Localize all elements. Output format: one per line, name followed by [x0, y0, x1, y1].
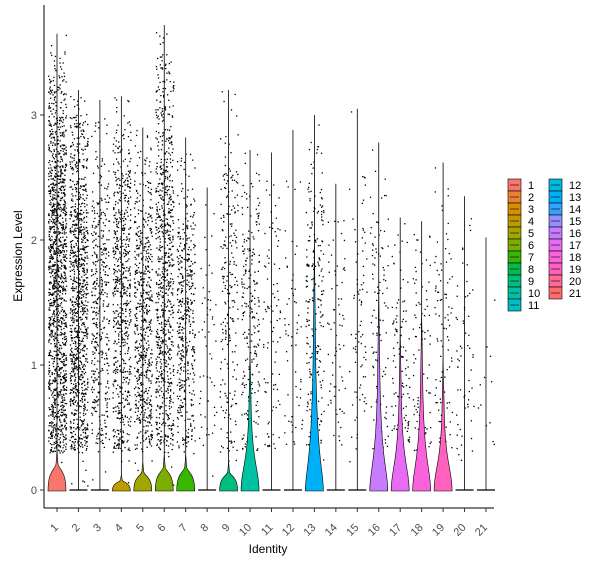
axes-layer	[43, 5, 494, 509]
y-ticks: 0 1 2 3	[31, 110, 44, 497]
points-21	[477, 299, 496, 446]
x-tick-label-3: 3	[91, 522, 104, 535]
x-tick-label-12: 12	[280, 522, 297, 539]
points-18	[412, 233, 432, 452]
x-tick-label-7: 7	[177, 522, 190, 535]
x-tick-label-11: 11	[259, 522, 276, 539]
legend-label-17: 17	[569, 240, 581, 252]
points-2	[69, 95, 89, 487]
violins-layer	[47, 25, 495, 492]
legend-label-20: 20	[569, 276, 581, 288]
points-11	[262, 180, 282, 450]
violin-18	[412, 314, 431, 492]
legend-label-12: 12	[569, 180, 581, 192]
points-8	[198, 204, 218, 477]
violin-1	[47, 449, 67, 492]
legend-label-4: 4	[528, 216, 534, 228]
points-19	[434, 167, 454, 456]
violin-9	[219, 462, 238, 492]
points-6	[155, 32, 175, 486]
violin-4	[112, 474, 131, 492]
legend-label-5: 5	[528, 228, 534, 240]
points-17	[391, 223, 411, 489]
x-tick-label-2: 2	[70, 522, 83, 535]
points-9	[219, 91, 239, 484]
legend-label-21: 21	[569, 288, 581, 300]
legend-label-19: 19	[569, 264, 581, 276]
legend-label-13: 13	[569, 192, 581, 204]
legend-label-2: 2	[528, 192, 534, 204]
legend-label-1: 1	[528, 180, 534, 192]
points-20	[455, 218, 475, 462]
violin-10	[240, 352, 260, 492]
x-tick-label-14: 14	[323, 522, 340, 539]
x-tick-label-5: 5	[134, 522, 147, 535]
x-tick-label-13: 13	[301, 522, 318, 539]
legend-label-9: 9	[528, 276, 534, 288]
x-tick-label-15: 15	[344, 522, 361, 539]
points-7	[176, 153, 196, 482]
y-tick-label-0: 0	[31, 485, 37, 497]
points-1	[48, 34, 68, 481]
violin-13	[305, 246, 324, 492]
y-axis-title: Expression Level	[11, 210, 25, 301]
x-axis-title: Identity	[249, 542, 288, 556]
y-tick-label-1: 1	[31, 360, 37, 372]
x-tick-label-16: 16	[366, 522, 383, 539]
points-15	[349, 111, 368, 463]
points-14	[327, 219, 346, 446]
x-tick-label-4: 4	[113, 522, 126, 535]
legend-label-14: 14	[569, 204, 581, 216]
x-tick-label-21: 21	[473, 522, 490, 539]
points-12	[284, 180, 304, 446]
points-4	[112, 97, 132, 484]
x-tick-label-6: 6	[156, 522, 169, 535]
violin-19	[433, 358, 453, 492]
legend-label-10: 10	[528, 288, 540, 300]
x-tick-label-19: 19	[430, 522, 447, 539]
points-5	[133, 129, 154, 488]
violin-16	[369, 296, 389, 492]
x-tick-label-18: 18	[409, 522, 426, 539]
y-tick-label-2: 2	[31, 235, 37, 247]
legend-label-16: 16	[569, 228, 581, 240]
x-tick-label-17: 17	[387, 522, 404, 539]
x-tick-label-1: 1	[48, 522, 61, 535]
y-tick-label-3: 3	[31, 110, 37, 122]
x-tick-label-8: 8	[198, 522, 211, 535]
violin-6	[154, 454, 174, 492]
points-layer	[48, 32, 496, 489]
legend-label-6: 6	[528, 240, 534, 252]
legend-label-8: 8	[528, 264, 534, 276]
violin-17	[390, 333, 410, 492]
legend-label-11: 11	[528, 300, 539, 312]
x-tick-label-20: 20	[452, 522, 469, 539]
x-tick-label-9: 9	[220, 522, 233, 535]
x-tick-label-10: 10	[237, 522, 254, 539]
points-3	[90, 118, 111, 481]
legend-label-15: 15	[569, 216, 581, 228]
legend-label-3: 3	[528, 204, 534, 216]
violin-7	[176, 454, 196, 492]
legend-label-18: 18	[569, 252, 581, 264]
legend-label-7: 7	[528, 252, 534, 264]
violin-5	[133, 462, 153, 492]
x-ticks: 1 2 3 4 5 6 7 8 9 10 11 12 13 14 15 16 17 18 19 20 21	[48, 508, 490, 539]
